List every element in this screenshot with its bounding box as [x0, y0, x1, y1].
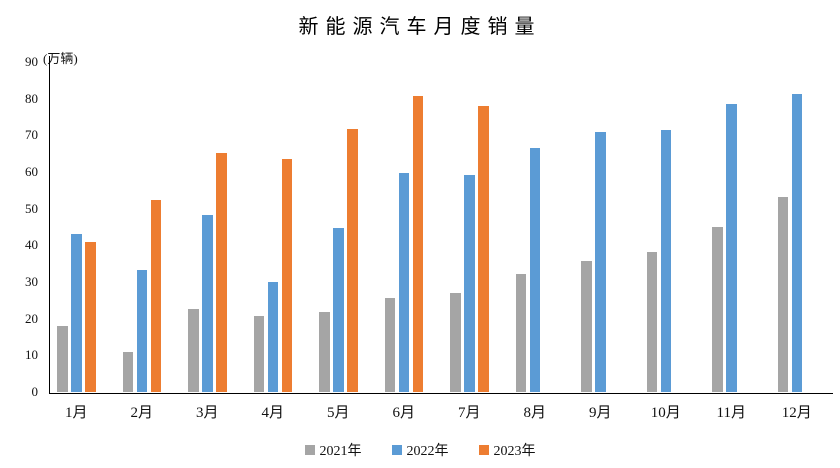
- bar-2023年-3月: [216, 152, 227, 392]
- bar-2023年-6月: [412, 96, 423, 392]
- legend-label: 2023年: [493, 444, 536, 459]
- chart-title: 新能源汽车月度销量: [298, 16, 542, 38]
- y-tick-label: 20: [25, 310, 38, 326]
- legend-swatch-icon: [391, 445, 402, 455]
- legend-swatch-icon: [478, 445, 489, 455]
- x-axis-label-7月: 7月: [457, 405, 481, 421]
- x-axis-label-8月: 8月: [523, 405, 546, 421]
- y-tick-label: 30: [25, 274, 38, 289]
- legend-item-2023年: 2023年: [478, 440, 536, 460]
- bar-2021年-5月: [319, 312, 330, 392]
- bar-2022年-10月: [660, 130, 671, 392]
- bar-2022年-6月: [398, 173, 409, 392]
- bar-2022年-5月: [333, 228, 344, 392]
- y-tick-label: 50: [25, 200, 38, 216]
- y-tick-label: 70: [25, 127, 38, 143]
- bar-2022年-4月: [267, 282, 278, 392]
- bar-2021年-9月: [581, 261, 592, 392]
- bar-2021年-2月: [122, 351, 133, 392]
- bar-2022年-11月: [726, 103, 737, 392]
- bar-2022年-2月: [136, 269, 147, 392]
- legend-item-2022年: 2022年: [391, 440, 449, 460]
- legend-item-2021年: 2021年: [304, 440, 362, 460]
- bar-2021年-12月: [777, 197, 788, 392]
- bar-2023年-1月: [85, 242, 96, 392]
- x-axis-label-1月: 1月: [64, 405, 88, 421]
- y-tick-label: 60: [25, 164, 38, 179]
- x-axis-label-4月: 4月: [261, 405, 284, 421]
- legend: 2021年 2022年 2023年: [0, 440, 840, 460]
- bar-2021年-8月: [515, 274, 526, 392]
- y-axis-line: [49, 56, 50, 393]
- legend-label: 2022年: [406, 444, 449, 459]
- y-tick-label: 80: [25, 90, 38, 106]
- bar-2022年-1月: [71, 233, 82, 392]
- bar-2023年-5月: [347, 129, 358, 392]
- bar-2023年-7月: [478, 106, 489, 392]
- bar-2023年-2月: [150, 199, 161, 392]
- bar-2021年-11月: [712, 227, 723, 392]
- x-axis-label-2月: 2月: [130, 405, 153, 421]
- x-axis-label-9月: 9月: [588, 405, 612, 421]
- bar-2021年-6月: [384, 298, 395, 392]
- x-axis-line: [49, 393, 833, 394]
- x-axis-label-10月: 10月: [650, 405, 681, 421]
- legend-swatch-icon: [304, 445, 315, 455]
- x-axis-label-6月: 6月: [392, 405, 415, 421]
- bar-2023年-4月: [281, 158, 292, 392]
- bar-2021年-1月: [57, 326, 68, 392]
- y-axis-unit-label: (万辆): [43, 51, 78, 66]
- bar-2022年-9月: [595, 132, 606, 392]
- x-axis-label-12月: 12月: [781, 405, 812, 421]
- y-tick-label: 90: [25, 54, 38, 69]
- x-axis-label-11月: 11月: [716, 405, 746, 421]
- y-tick-label: 10: [25, 347, 38, 363]
- bar-2022年-12月: [791, 93, 802, 392]
- legend-label: 2021年: [319, 444, 362, 459]
- bar-2021年-3月: [188, 309, 199, 392]
- y-tick-label: 0: [31, 384, 39, 399]
- bar-2021年-10月: [646, 251, 657, 392]
- bar-2022年-8月: [529, 147, 540, 392]
- y-tick-label: 40: [25, 237, 38, 253]
- bar-2021年-7月: [450, 292, 461, 392]
- x-axis-label-5月: 5月: [326, 405, 350, 421]
- bar-2022年-3月: [202, 214, 213, 392]
- bar-2022年-7月: [464, 174, 475, 392]
- x-axis-label-3月: 3月: [195, 405, 219, 421]
- bar-2021年-4月: [253, 316, 264, 392]
